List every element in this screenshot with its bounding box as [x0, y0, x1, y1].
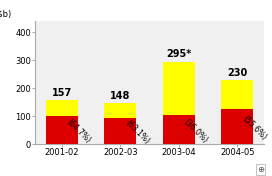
Text: (63.1%): (63.1%): [123, 119, 151, 146]
Bar: [221, 80, 254, 109]
Bar: [104, 103, 137, 118]
Text: ($b): ($b): [0, 10, 11, 19]
Text: 230: 230: [227, 68, 248, 78]
Bar: [104, 118, 137, 144]
Bar: [163, 62, 195, 115]
Text: (64.7%): (64.7%): [65, 118, 92, 145]
Text: (36.0%): (36.0%): [182, 117, 209, 145]
Bar: [46, 116, 78, 144]
Text: 157: 157: [52, 88, 72, 98]
Bar: [46, 100, 78, 116]
Bar: [163, 115, 195, 144]
Bar: [221, 109, 254, 144]
Text: 148: 148: [110, 91, 131, 101]
Text: ⊕: ⊕: [257, 165, 264, 174]
Text: (55.6%): (55.6%): [240, 114, 268, 142]
Text: 295*: 295*: [166, 49, 191, 59]
